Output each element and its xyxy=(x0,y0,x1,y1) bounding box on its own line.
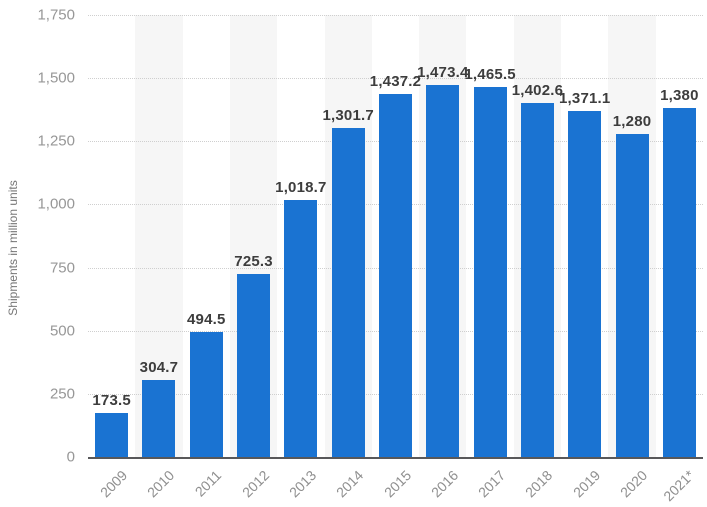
x-axis-tick-label-2009: 2009 xyxy=(96,467,130,501)
bar-value-label: 1,280 xyxy=(612,112,652,130)
bar-value-label: 725.3 xyxy=(234,252,273,270)
bar-value-label: 1,402.6 xyxy=(511,81,564,99)
bar-value-label: 1,018.7 xyxy=(275,178,327,196)
bar-value-label: 1,473.4 xyxy=(417,63,469,81)
bar-2017[interactable] xyxy=(473,86,507,457)
bar-2009[interactable] xyxy=(95,413,129,457)
x-axis-line xyxy=(88,457,703,459)
bar-value-label: 1,371.1 xyxy=(558,89,611,107)
bar-2015[interactable] xyxy=(379,94,412,457)
y-axis-tick-label: 500 xyxy=(49,322,75,340)
gridline xyxy=(88,78,703,80)
x-axis-tick-label-2012: 2012 xyxy=(238,467,272,501)
gridline xyxy=(88,15,703,16)
plot-area: 173.5 304.7 494.5 725.3 1,018.7 1,301.7 1,437.… xyxy=(88,15,703,459)
bar-2016[interactable] xyxy=(426,84,460,457)
bar-value-label: 173.5 xyxy=(92,392,131,410)
x-axis-tick-label-2015: 2015 xyxy=(380,467,414,501)
bar-2011[interactable] xyxy=(189,332,223,457)
bar-2012[interactable] xyxy=(237,273,271,457)
x-axis-tick-label-2016: 2016 xyxy=(427,467,462,501)
bar-2019[interactable] xyxy=(568,110,602,457)
bar-2014[interactable] xyxy=(331,128,365,457)
bar-value-label: 1,465.5 xyxy=(464,65,516,83)
bar-2020[interactable] xyxy=(615,133,649,457)
bar-value-label: 1,301.7 xyxy=(322,107,374,125)
bar-value-label: 1,380 xyxy=(660,87,699,105)
x-axis-tick-label-2014: 2014 xyxy=(333,467,367,501)
bar-value-label: 304.7 xyxy=(139,359,179,377)
y-axis-tick-label: 1,000 xyxy=(37,195,75,213)
x-axis-tick-label-2021: 2021* xyxy=(660,467,698,505)
y-axis-tick-label: 1,750 xyxy=(37,6,75,24)
x-axis-tick-label-2019: 2019 xyxy=(569,467,604,501)
y-axis-tick-label: 0 xyxy=(66,448,75,466)
bar-2018[interactable] xyxy=(520,102,554,457)
bar-value-label: 1,437.2 xyxy=(369,73,422,91)
bar-2021*[interactable] xyxy=(662,108,696,457)
bar-2013[interactable] xyxy=(284,199,318,457)
x-axis-tick-label-2018: 2018 xyxy=(522,467,556,501)
x-axis-tick-label-2013: 2013 xyxy=(285,467,320,501)
x-axis-tick-label-2020: 2020 xyxy=(617,467,651,501)
x-axis-tick-label-2010: 2010 xyxy=(143,467,178,501)
x-axis-tick-label-2017: 2017 xyxy=(475,467,509,501)
x-axis-tick-label-2011: 2011 xyxy=(191,467,225,500)
y-axis-tick-label: 1,250 xyxy=(37,132,75,150)
y-axis-tick-label: 250 xyxy=(49,385,75,403)
bar-2010[interactable] xyxy=(142,380,176,457)
y-axis-tick-label: 1,500 xyxy=(37,69,75,87)
y-axis-tick-label: 750 xyxy=(49,259,75,277)
bar-value-label: 494.5 xyxy=(186,311,226,329)
